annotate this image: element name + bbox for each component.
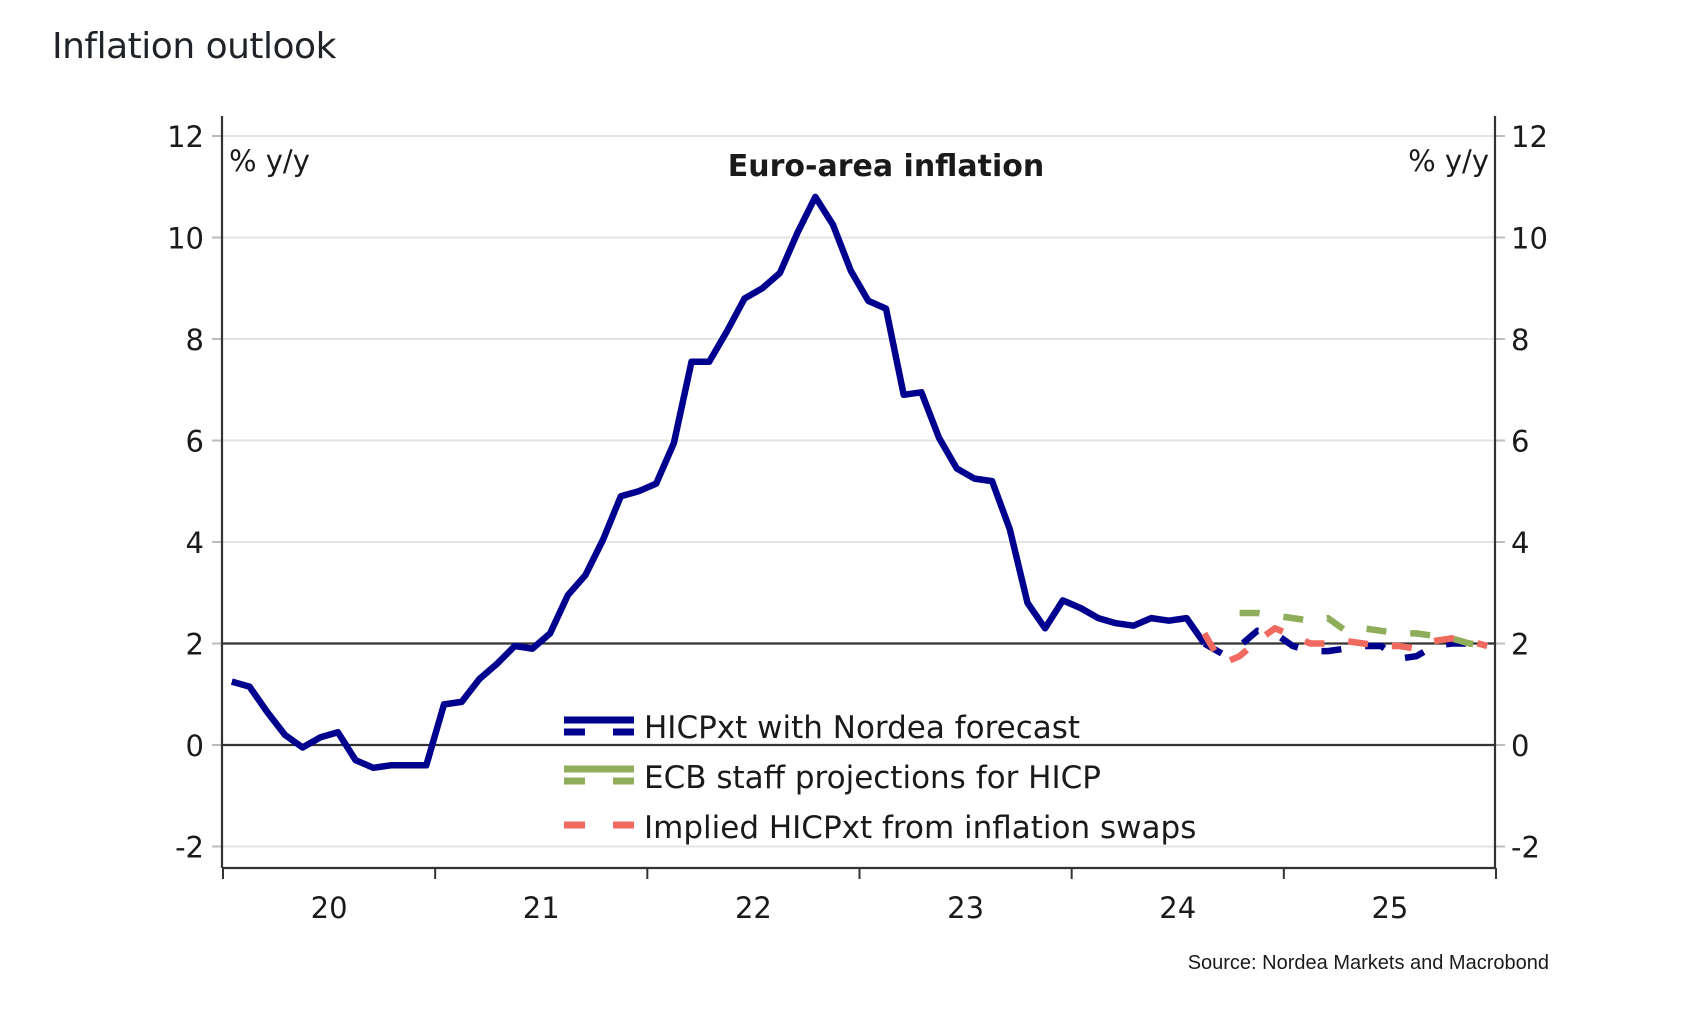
- x-tick-label: 25: [1371, 891, 1408, 925]
- left-y-tick-label: 10: [167, 222, 204, 256]
- left-y-tick-label: 0: [186, 729, 204, 763]
- right-y-tick-label: -2: [1511, 831, 1540, 865]
- x-tick-label: 23: [947, 891, 984, 925]
- series-line-implied-hicpxt-from-inflation-swaps: [1201, 625, 1489, 668]
- left-unit-label: % y/y: [229, 144, 310, 178]
- right-y-tick-label: 0: [1511, 729, 1529, 763]
- legend-label-hicpxt: HICPxt with Nordea forecast: [644, 710, 1080, 746]
- legend-label-swaps: Implied HICPxt from inflation swaps: [644, 810, 1196, 846]
- right-y-tick-label: 10: [1511, 222, 1548, 256]
- left-y-tick-label: 4: [186, 526, 204, 560]
- left-y-tick-label: -2: [175, 831, 204, 865]
- legend-item-swaps: Implied HICPxt from inflation swaps: [564, 810, 1196, 846]
- series-line-hicpxt-with-nordea-forecast-forecast: [1202, 627, 1488, 662]
- right-y-tick-label: 2: [1511, 628, 1529, 662]
- series-line-hicpxt-with-nordea-forecast: [230, 193, 1207, 772]
- x-tick-label: 20: [311, 891, 348, 925]
- chart-title: Euro-area inflation: [728, 149, 1045, 184]
- legend-item-ecb: ECB staff projections for HICP: [564, 760, 1101, 796]
- left-y-tick-label: 12: [167, 120, 204, 154]
- legend-label-ecb: ECB staff projections for HICP: [644, 760, 1101, 796]
- source-note: Source: Nordea Markets and Macrobond: [1188, 952, 1549, 974]
- left-y-tick-label: 2: [186, 628, 204, 662]
- right-y-tick-label: 6: [1511, 425, 1529, 459]
- right-y-tick-label: 8: [1511, 323, 1529, 357]
- x-tick-label: 22: [735, 891, 772, 925]
- right-y-tick-label: 12: [1511, 120, 1548, 154]
- page-title: Inflation outlook: [52, 26, 336, 67]
- left-y-tick-label: 8: [186, 323, 204, 357]
- legend-item-hicpxt: HICPxt with Nordea forecast: [564, 710, 1080, 746]
- legend: HICPxt with Nordea forecast ECB staff pr…: [564, 710, 1196, 846]
- x-tick-label: 24: [1159, 891, 1196, 925]
- right-y-tick-label: 4: [1511, 526, 1529, 560]
- series-lines: [230, 193, 1489, 772]
- gridlines: [222, 135, 1495, 848]
- right-unit-label: % y/y: [1408, 144, 1489, 178]
- left-y-tick-label: 6: [186, 425, 204, 459]
- x-tick-label: 21: [523, 891, 560, 925]
